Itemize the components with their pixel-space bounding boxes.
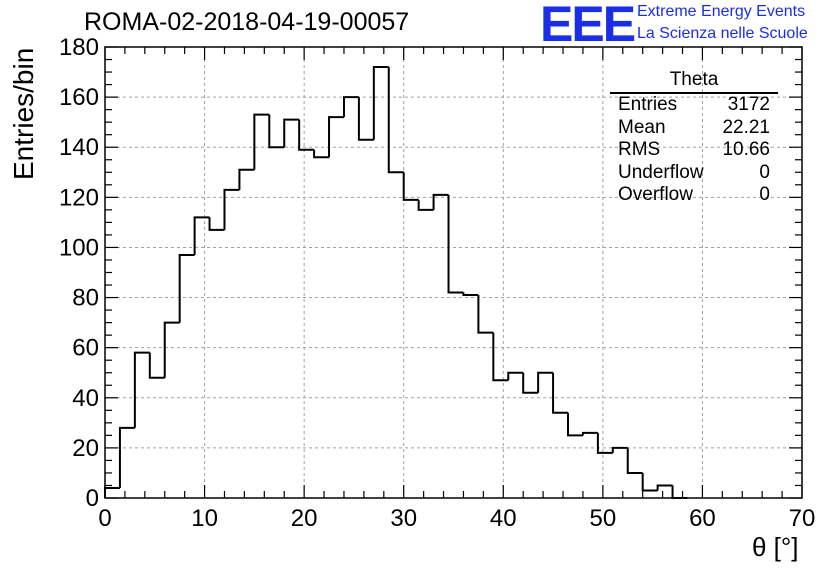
stat-row-entries: Entries 3172 [610,94,778,117]
stat-label: RMS [618,139,661,161]
histogram-bin [357,97,374,141]
y-tick-label: 180 [59,34,99,61]
histogram-bin [118,426,135,488]
stat-value: 10.66 [722,139,770,161]
histogram-bin [298,119,315,151]
stat-value: 22.21 [722,116,770,138]
stat-label: Entries [618,94,678,115]
stats-box: Theta Entries 3172 Mean 22.21 RMS 10.66 … [610,70,778,207]
stat-value: 3172 [727,94,770,115]
x-tick-label: 20 [291,505,318,532]
plot-title: ROMA-02-2018-04-19-00057 [84,8,410,36]
histogram-bin [462,292,479,297]
x-tick-label: 30 [390,505,417,532]
stat-value: 0 [759,184,770,206]
y-axis-label: Entries/bin [8,47,39,180]
histogram-bin [208,217,225,231]
eee-logo: EEE [540,0,636,52]
stat-row-underflow: Underflow 0 [610,162,778,185]
stat-label: Underflow [618,161,704,183]
histogram-bin [626,447,643,474]
histogram-bin [432,193,449,210]
histogram-bin [148,352,165,379]
stat-value: 0 [759,161,770,183]
stat-label: Mean [618,116,666,138]
logo-line-1: Extreme Energy Events [637,3,806,20]
histogram-bin [238,168,255,190]
histogram-bin [178,253,195,323]
histogram-bin [611,446,628,453]
y-tick-label: 160 [59,84,99,111]
x-tick-label: 40 [490,505,517,532]
histogram-bin [656,484,673,491]
histogram-bin [477,295,494,334]
histogram-bin [567,412,583,437]
y-tick-label: 120 [59,184,99,211]
histogram-bin [283,118,300,148]
logo-line-2: La Scienza nelle Scuole [637,25,808,42]
histogram-bin [328,116,344,158]
axes: 0 10 20 30 40 50 60 70 0 20 40 60 80 100 120 140 160 180 [59,34,815,532]
histogram-bin [372,66,389,140]
histogram-bin [387,67,404,174]
histogram-bin [581,431,598,436]
histogram-bin [552,372,569,414]
histogram-bin [342,96,359,118]
stat-row-mean: Mean 22.21 [610,117,778,140]
histogram-bin [537,371,554,393]
stat-row-rms: RMS 10.66 [610,139,778,162]
histogram-bin [522,372,539,394]
x-tick-label: 70 [789,505,816,532]
histogram-bins [104,66,688,499]
histogram-bin [492,332,509,382]
histogram-bin [596,432,613,454]
x-tick-label: 50 [590,505,617,532]
stat-label: Overflow [618,184,693,206]
histogram-bin [313,149,330,159]
histogram-bin [268,114,285,149]
histogram-bin [223,188,240,230]
histogram-bin [163,321,180,378]
histogram-bin [193,216,210,255]
histogram-bin [104,486,120,498]
y-tick-label: 60 [72,335,99,362]
x-tick-label: 0 [98,505,111,532]
y-tick-label: 20 [72,435,99,462]
y-tick-label: 100 [59,234,99,261]
grid-lines [105,47,802,498]
x-tick-label: 10 [191,505,218,532]
histogram-bin [133,351,150,428]
stats-title: Theta [610,70,778,94]
stat-row-overflow: Overflow 0 [610,184,778,207]
histogram-bin [671,485,688,499]
y-tick-label: 40 [72,385,99,412]
histogram-bin [507,371,524,381]
histogram-bin [641,472,658,492]
x-tick-label: 60 [689,505,716,532]
y-tick-label: 140 [59,134,99,161]
histogram-bin [402,172,419,201]
histogram-bin [253,113,270,170]
histogram-bin [417,199,434,211]
x-axis-label: θ [°] [752,532,799,562]
y-tick-label: 80 [72,285,99,312]
y-tick-label: 0 [86,485,99,512]
histogram-bin [447,194,464,294]
